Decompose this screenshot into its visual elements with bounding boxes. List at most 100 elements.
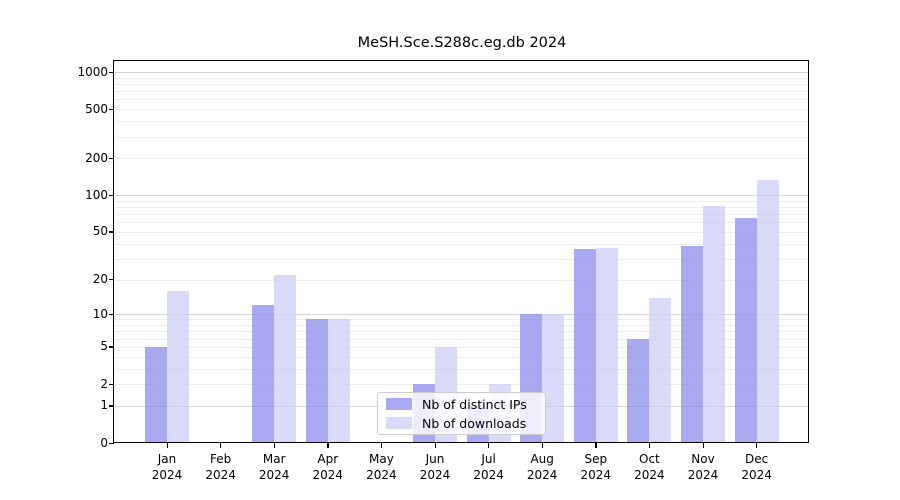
gridline-minor: [115, 109, 809, 111]
x-axis-tick: [220, 443, 222, 448]
y-tick-label: 500: [85, 101, 108, 116]
gridline-minor: [115, 384, 809, 385]
gridline-minor: [115, 121, 809, 123]
y-tick-label: 50: [92, 224, 108, 239]
x-axis-tick: [595, 443, 597, 448]
x-tick-label: Dec 2024: [725, 452, 789, 483]
gridline-minor: [115, 200, 809, 202]
x-axis-tick: [648, 443, 651, 448]
y-tick-label: 1: [100, 398, 108, 413]
x-tick-year: 2024: [366, 467, 397, 482]
gridline-major: [115, 314, 809, 316]
y-axis-tick: [109, 405, 114, 407]
distinct-ips-swatch: [386, 398, 412, 410]
bar-distinct-ips-oct: [627, 338, 650, 443]
x-axis-tick: [756, 443, 758, 448]
gridline-minor: [115, 91, 809, 93]
y-tick-label: 100: [85, 187, 108, 202]
gridline-minor: [115, 279, 809, 281]
gridline-minor: [115, 214, 809, 216]
x-tick-label: May 2024: [349, 452, 413, 483]
x-tick-label: Jul 2024: [457, 452, 521, 483]
gridline-minor: [115, 356, 809, 358]
gridline-minor: [115, 258, 809, 260]
x-tick-month: Feb: [209, 452, 232, 466]
x-tick-month: Jul: [481, 452, 496, 466]
legend-label-downloads: Nb of downloads: [422, 415, 527, 431]
gridline-minor: [115, 136, 809, 138]
gridline-minor: [115, 84, 809, 85]
x-axis-tick: [327, 443, 329, 448]
x-tick-month: Nov: [691, 452, 715, 466]
y-tick-label: 200: [85, 150, 108, 165]
x-tick-label: Mar 2024: [242, 452, 306, 483]
x-tick-year: 2024: [634, 467, 665, 482]
x-tick-label: Apr 2024: [296, 452, 360, 483]
x-tick-month: Sep: [584, 452, 608, 466]
x-tick-month: Aug: [530, 452, 554, 466]
gridline-minor: [115, 338, 809, 340]
x-tick-label: Jun 2024: [403, 452, 467, 483]
y-axis-tick: [109, 346, 114, 348]
gridline-minor: [115, 231, 809, 233]
gridline-minor: [115, 99, 809, 101]
chart-title: MeSH.Sce.S288c.eg.db 2024: [357, 35, 567, 51]
downloads-swatch: [386, 417, 412, 429]
x-axis-tick: [488, 443, 490, 448]
gridline-minor: [115, 243, 809, 245]
gridline-minor: [115, 77, 809, 79]
gridline-minor: [115, 346, 809, 348]
gridline-minor: [115, 325, 809, 326]
bar-distinct-ips-apr: [305, 319, 328, 443]
y-tick-label: 1000: [77, 64, 108, 79]
y-axis-tick: [109, 157, 114, 159]
bar-downloads-aug: [542, 314, 565, 443]
gridline-minor: [115, 331, 809, 333]
y-tick-label: 10: [92, 306, 108, 321]
x-axis-tick: [702, 443, 704, 448]
x-axis-tick: [166, 443, 168, 448]
y-tick-label: 0: [100, 435, 108, 450]
gridline-minor: [115, 319, 809, 321]
y-tick-label: 20: [92, 272, 108, 286]
x-tick-year: 2024: [741, 467, 772, 482]
y-axis-tick: [109, 194, 114, 196]
x-axis-tick: [380, 443, 383, 448]
x-tick-year: 2024: [312, 467, 344, 482]
bar-distinct-ips-nov: [681, 246, 703, 443]
x-tick-month: Oct: [639, 452, 660, 466]
bar-downloads-sep: [595, 247, 618, 443]
y-axis-tick: [109, 442, 114, 444]
y-axis-tick: [109, 313, 114, 315]
x-tick-label: Jan 2024: [135, 452, 199, 483]
legend-item-downloads: Nb of downloads: [378, 416, 545, 431]
y-axis-tick: [109, 71, 114, 73]
x-tick-month: Apr: [317, 452, 339, 466]
x-tick-label: Nov 2024: [671, 452, 735, 483]
bar-distinct-ips-dec: [734, 218, 757, 443]
y-tick-label: 2: [100, 376, 108, 391]
x-tick-year: 2024: [687, 467, 719, 482]
legend: Nb of distinct IPs Nb of downloads: [377, 392, 546, 435]
x-tick-year: 2024: [526, 467, 558, 482]
x-tick-year: 2024: [151, 467, 183, 482]
y-axis-tick: [109, 279, 114, 281]
x-tick-month: Dec: [744, 452, 769, 466]
bar-downloads-dec: [756, 179, 779, 443]
bar-distinct-ips-jan: [145, 346, 167, 443]
x-tick-month: Jan: [157, 452, 177, 466]
x-tick-year: 2024: [580, 467, 612, 482]
y-tick-label: 5: [100, 339, 108, 354]
gridline-major: [115, 72, 809, 73]
gridline-major: [115, 195, 809, 197]
y-axis-tick: [109, 108, 114, 110]
bar-distinct-ips-mar: [252, 305, 275, 443]
y-axis-tick: [109, 383, 114, 385]
bar-downloads-oct: [649, 297, 672, 443]
gridline-minor: [115, 158, 809, 160]
y-axis-tick: [109, 231, 114, 233]
gridline-minor: [115, 222, 809, 224]
x-tick-year: 2024: [419, 467, 451, 482]
x-tick-label: Aug 2024: [510, 452, 574, 483]
